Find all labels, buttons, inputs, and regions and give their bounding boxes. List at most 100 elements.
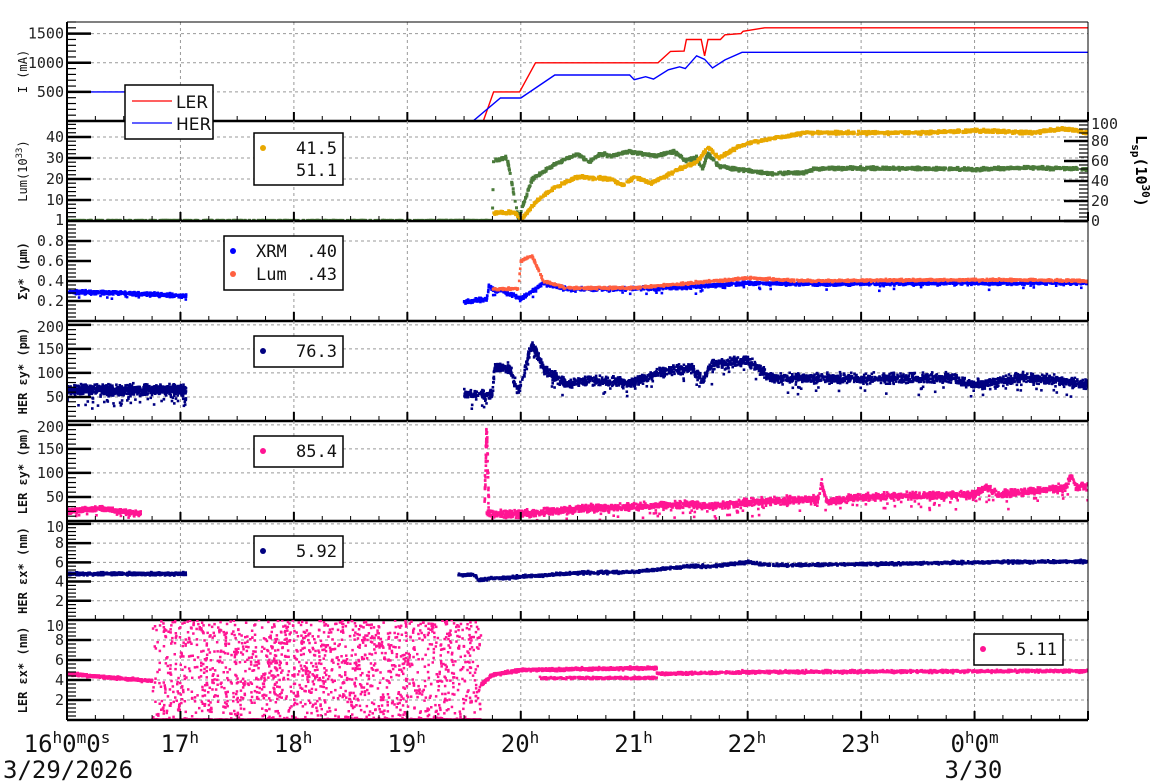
series-lsp-point <box>792 171 796 175</box>
series-lsp-point <box>870 168 874 172</box>
series-lsp-point <box>538 173 541 177</box>
series-xrm-point <box>147 293 150 297</box>
series-xrm-point <box>1063 281 1066 284</box>
series-lsp-point <box>807 169 811 173</box>
series-lum-point <box>552 186 556 190</box>
series-lum <box>492 126 1088 221</box>
series-lsp-point <box>935 165 938 169</box>
series-lsp-point <box>972 168 976 172</box>
series-lsp-point <box>742 168 746 172</box>
series-xrm-point <box>152 294 155 297</box>
series-lum-point <box>876 131 880 135</box>
series-lum-point <box>907 130 911 134</box>
series-lum-point <box>741 143 745 147</box>
series-lsp-point <box>821 167 825 171</box>
right-tick-label: 20 <box>1091 192 1109 210</box>
series-lsp-point <box>921 166 925 170</box>
series-lsp-point <box>574 153 578 157</box>
series-her-line <box>67 51 1088 121</box>
series-lum-point <box>694 161 697 165</box>
series-xrm-point <box>483 296 487 300</box>
series-lum-point <box>841 132 844 136</box>
series-xrm-point <box>1062 283 1066 287</box>
series-xrm-point <box>181 293 184 297</box>
series-xrm-point <box>491 293 495 297</box>
series-lsp-point <box>668 149 672 153</box>
series-xrm-point <box>79 290 83 294</box>
series-lum-point <box>823 130 826 134</box>
series-lsp-point <box>986 167 990 171</box>
series-lsp-point <box>766 171 769 175</box>
series-lsp-point <box>888 166 891 170</box>
series-xrm-point <box>506 293 510 297</box>
series-xrm-point <box>107 290 111 293</box>
series-xrm-point <box>106 296 109 299</box>
series-lsp-point <box>679 155 683 159</box>
series-xrm-point <box>78 291 81 295</box>
series-lsp-point <box>498 157 502 161</box>
series-xrm-point <box>1054 284 1058 287</box>
series-lsp-point <box>698 162 702 166</box>
series-lum-point <box>594 177 598 181</box>
series-lsp-point <box>923 168 927 172</box>
series-lsp-point <box>963 168 966 172</box>
series-lum-point <box>654 179 658 183</box>
y-tick-label: 20 <box>46 170 64 188</box>
series-lum-point <box>651 181 655 185</box>
series-xrm-point <box>132 292 135 295</box>
series-lum-point <box>846 129 850 133</box>
series-xrm-point <box>525 292 528 295</box>
series-lum-point <box>735 145 739 149</box>
series-lsp-point <box>781 171 785 175</box>
series-lum-point <box>777 135 781 139</box>
series-xrm-point <box>462 300 466 303</box>
series-xrm-point <box>742 285 746 289</box>
series-lsp-point <box>526 188 530 192</box>
series-lsp-point <box>694 157 698 160</box>
series-lum-point <box>957 130 961 134</box>
series-lsp-point <box>831 167 835 171</box>
y-tick-label: 1500 <box>28 25 64 43</box>
series-lsp-point <box>1059 166 1063 170</box>
series-lum-point <box>937 129 941 133</box>
series-lsp-point <box>515 206 518 210</box>
right-tick-label: 80 <box>1091 132 1109 150</box>
series-xrm-point <box>82 291 86 295</box>
series-lum-point <box>686 163 690 167</box>
series-lsp-point <box>549 165 553 169</box>
series-xrm-point <box>853 281 856 285</box>
series-lsp-point <box>528 184 532 188</box>
series-lum-point <box>673 169 677 173</box>
series-xrm-point <box>99 294 102 298</box>
series-lsp-point <box>907 166 911 170</box>
series-lsp-point <box>708 155 711 159</box>
series-lum-point <box>892 131 896 135</box>
series-xrm-point <box>714 285 717 289</box>
series-lum-point <box>710 147 713 151</box>
series-lum-point <box>575 177 579 181</box>
series-lum-point <box>580 176 583 180</box>
series-lsp-point <box>960 167 964 171</box>
series-lsp-point <box>1022 165 1026 169</box>
series-lsp-point <box>704 159 707 163</box>
y-axis-label-text: I (mA) <box>16 50 30 93</box>
series-lsp-point <box>829 166 833 170</box>
series-xrm-point <box>181 295 185 298</box>
series-lsp-point <box>901 166 905 169</box>
series-lsp-point <box>559 159 563 163</box>
series-lsp-point <box>692 155 696 159</box>
series-lum-point <box>521 217 525 220</box>
series-lsp-point <box>589 160 593 164</box>
series-lsp <box>67 148 1088 221</box>
series-lum-point <box>925 130 929 134</box>
series-xrm-point <box>107 293 111 296</box>
series-lum-point <box>550 186 554 190</box>
series-lum-point <box>1071 129 1074 133</box>
y-tick-label: 40 <box>46 128 64 146</box>
series-lsp-point <box>638 150 642 154</box>
series-lum-point <box>1068 127 1072 131</box>
series-lum-point <box>991 130 995 134</box>
series-lsp-point <box>730 168 734 172</box>
series-lum-point <box>986 128 990 132</box>
